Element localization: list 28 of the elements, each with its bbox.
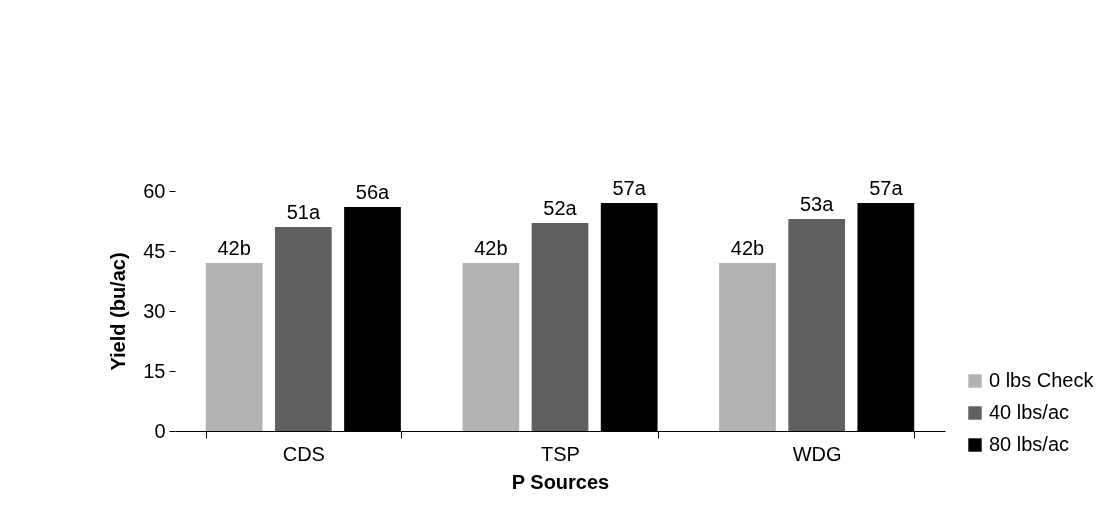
y-tick-label: 15 <box>143 359 166 382</box>
data-label: 42b <box>730 237 765 259</box>
data-label: 42b <box>217 237 251 259</box>
y-tick-label: 30 <box>143 299 166 322</box>
x-tick-label: WDG <box>792 442 842 465</box>
bar <box>719 263 776 431</box>
data-label: 42b <box>474 237 508 259</box>
data-label: 51a <box>286 201 321 223</box>
bar <box>462 263 520 431</box>
legend-label: 80 lbs/ac <box>989 433 1070 455</box>
data-label: 52a <box>543 197 578 219</box>
x-axis-title: P Sources <box>511 470 610 493</box>
y-tick-label: 60 <box>143 179 166 202</box>
data-label: 57a <box>869 177 904 199</box>
x-tick-label: TSP <box>541 442 580 465</box>
bar <box>274 227 332 431</box>
bar <box>531 223 589 431</box>
bar <box>788 219 846 431</box>
data-label: 53a <box>799 193 835 215</box>
y-tick-label: 0 <box>154 419 166 442</box>
y-axis-title: Yield (bu/ac) <box>107 252 130 371</box>
data-label: 57a <box>612 177 647 199</box>
legend-label: 0 lbs Check <box>989 369 1095 391</box>
legend-label: 40 lbs/ac <box>989 401 1070 423</box>
y-tick-label: 45 <box>143 239 166 262</box>
bar <box>205 263 263 431</box>
data-label: 56a <box>355 181 391 203</box>
x-tick-label: CDS <box>282 442 325 465</box>
